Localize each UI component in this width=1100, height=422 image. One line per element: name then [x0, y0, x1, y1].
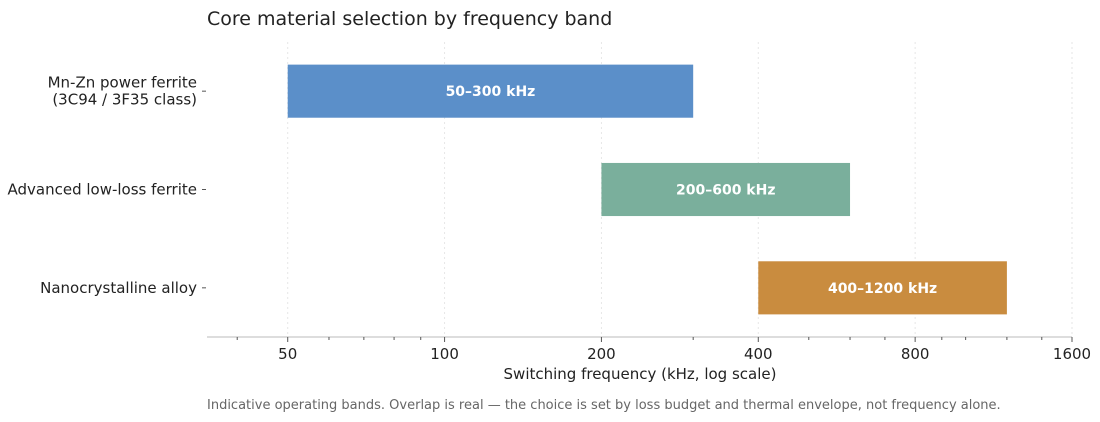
bar-value-label: 200–600 kHz: [676, 183, 776, 199]
footnote: Indicative operating bands. Overlap is r…: [207, 398, 1001, 413]
x-tick-label: 400: [744, 345, 773, 363]
bar-value-label: 50–300 kHz: [446, 84, 536, 100]
x-ticks: 50 100 200 400 800 1600: [236, 337, 1091, 363]
category-label: Nanocrystalline alloy: [40, 279, 197, 297]
chart-title: Core material selection by frequency ban…: [207, 8, 612, 30]
range-bar: [601, 162, 851, 217]
x-tick-label: 50: [278, 345, 297, 363]
bars: 50–300 kHz 200–600 kHz 400–1200 kHz: [287, 64, 1007, 315]
bar-value-label: 400–1200 kHz: [828, 281, 937, 297]
x-axis-label: Switching frequency (kHz, log scale): [504, 365, 777, 383]
x-tick-label: 1600: [1053, 345, 1091, 363]
category-labels: Mn-Zn power ferrite (3C94 / 3F35 class) Ad…: [8, 74, 206, 297]
x-tick-label: 100: [430, 345, 459, 363]
x-tick-label: 200: [587, 345, 616, 363]
range-bar: [758, 261, 1007, 315]
category-label: Mn-Zn power ferrite (3C94 / 3F35 class): [48, 74, 197, 109]
category-label: Advanced low-loss ferrite: [8, 181, 198, 199]
x-tick-label: 800: [901, 345, 930, 363]
range-bar: [287, 64, 694, 118]
